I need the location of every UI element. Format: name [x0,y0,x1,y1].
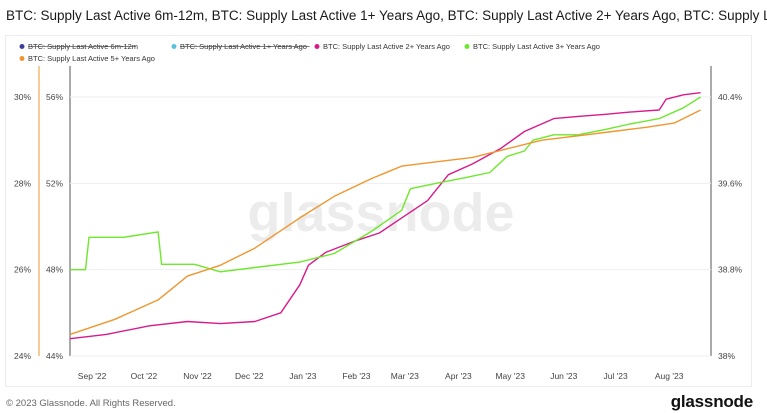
legend-label: BTC: Supply Last Active 3+ Years Ago [473,42,600,51]
x-tick-label: Jan '23 [289,371,316,381]
series-line-3 [70,96,701,273]
y-tick-label-inner: 44% [46,351,63,361]
x-tick-label: Mar '23 [391,371,419,381]
y-tick-label-inner: 48% [46,265,63,275]
y-tick-label-outer: 30% [14,92,31,102]
y-tick-label-right: 39.6% [718,178,743,188]
legend-marker [171,44,177,49]
x-tick-label: Aug '23 [655,371,684,381]
chart-title: BTC: Supply Last Active 6m-12m, BTC: Sup… [6,8,767,23]
x-tick-label: Apr '23 [445,371,472,381]
brand-logo: glassnode [670,392,753,411]
series-line-2 [69,92,701,340]
copyright-text: © 2023 Glassnode. All Rights Reserved. [6,398,176,409]
y-tick-label-outer: 24% [14,351,31,361]
y-tick-label-outer: 26% [14,265,31,275]
chart-svg: 24% 44% 38% 26% 48% 38.8% 28% 52% 39.6% 30% 56% 40.… [14,42,743,381]
x-tick-label: May '23 [495,371,525,381]
y-tick-label-right: 38% [718,351,735,361]
legend-marker [464,44,470,49]
chart-panel: 24% 44% 38% 26% 48% 38.8% 28% 52% 39.6% 30% 56% 40.… [5,35,752,387]
y-tick-label-inner: 56% [46,92,63,102]
y-tick-label-right: 40.4% [718,92,743,102]
x-tick-label: Sep '22 [78,371,107,381]
x-tick-label: Jun '23 [550,371,577,381]
legend-marker [314,44,320,49]
legend-label: BTC: Supply Last Active 2+ Years Ago [323,42,450,51]
y-tick-label-right: 38.8% [718,265,743,275]
y-tick-label-inner: 52% [46,178,63,188]
x-tick-label: Oct '22 [131,371,158,381]
x-tick-label: Jul '23 [603,371,628,381]
series-line-4 [69,109,701,336]
legend-marker [19,56,25,61]
x-tick-label: Nov '22 [183,371,212,381]
watermark-text: glassnode [247,183,514,243]
x-tick-label: Feb '23 [342,371,370,381]
x-tick-label: Dec '22 [235,371,264,381]
legend-marker [19,44,25,49]
y-tick-label-outer: 28% [14,178,31,188]
legend-label: BTC: Supply Last Active 5+ Years Ago [28,54,155,63]
